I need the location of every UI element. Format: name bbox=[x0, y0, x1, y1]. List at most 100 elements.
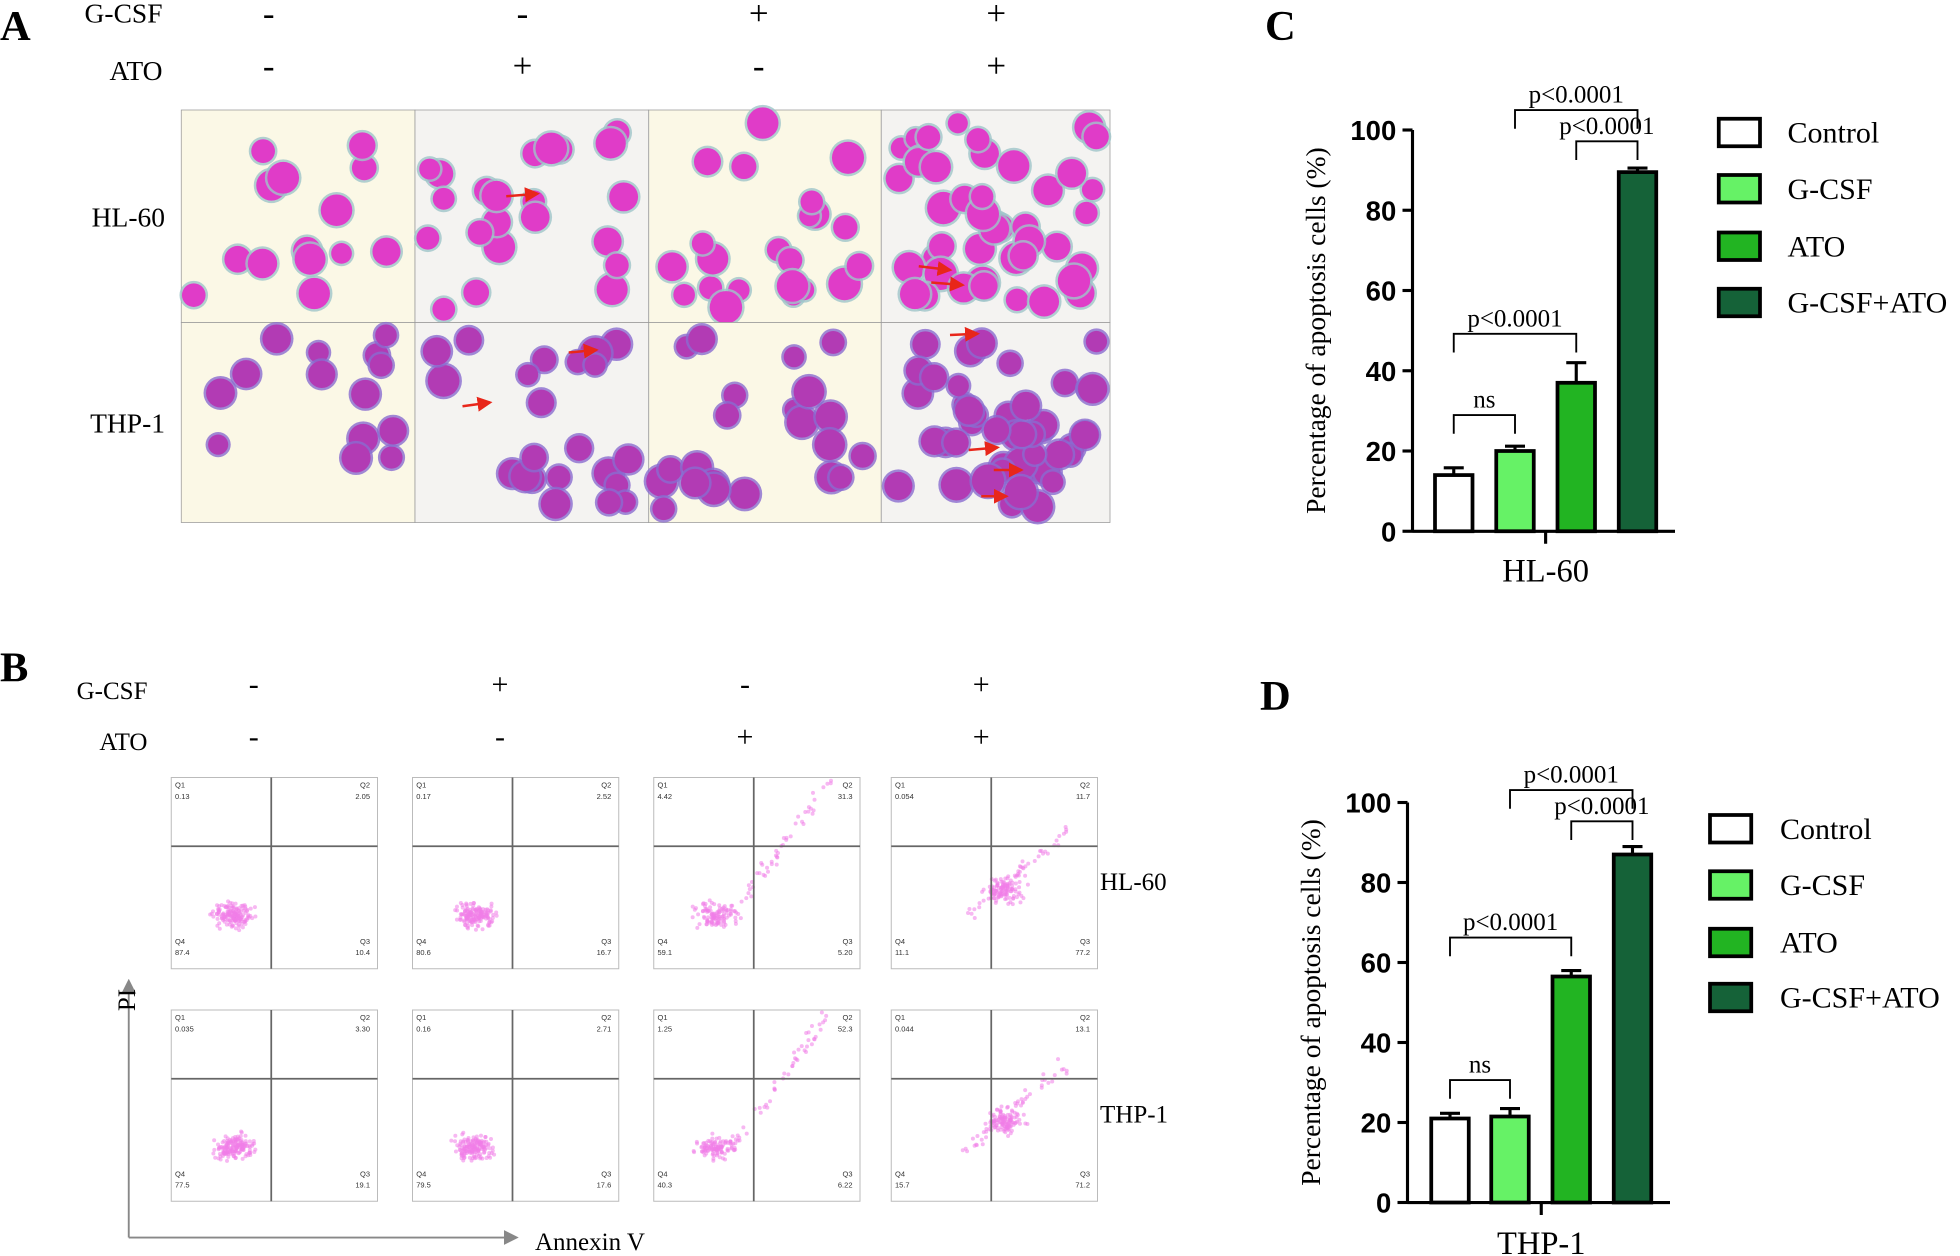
quadrant-value: 0.16 bbox=[416, 1024, 431, 1033]
event bbox=[733, 1141, 738, 1146]
cell-nucleus bbox=[920, 427, 949, 455]
event bbox=[231, 905, 236, 910]
cell-nucleus bbox=[833, 215, 858, 240]
cell-nucleus bbox=[595, 128, 626, 159]
event bbox=[216, 1142, 221, 1147]
cell-nucleus bbox=[584, 354, 606, 376]
event bbox=[238, 917, 243, 922]
cell-nucleus bbox=[916, 125, 941, 149]
cell-nucleus bbox=[351, 155, 377, 181]
quadrant-value: 5.20 bbox=[838, 948, 853, 957]
event bbox=[772, 1080, 777, 1085]
event bbox=[695, 1141, 700, 1146]
cell-nucleus bbox=[657, 252, 687, 282]
significance-label: p<0.0001 bbox=[1554, 793, 1649, 820]
factor-label: G-CSF bbox=[77, 678, 148, 705]
event bbox=[462, 918, 467, 923]
event bbox=[235, 1145, 240, 1150]
event bbox=[238, 1134, 243, 1139]
event bbox=[819, 1010, 824, 1015]
cell-nucleus bbox=[1033, 175, 1063, 206]
micrograph bbox=[413, 109, 650, 324]
event bbox=[715, 920, 720, 925]
event bbox=[719, 922, 724, 927]
cell-nucleus bbox=[593, 227, 622, 256]
event bbox=[709, 900, 714, 905]
event bbox=[473, 927, 478, 932]
micrograph bbox=[414, 322, 650, 523]
event bbox=[828, 778, 833, 783]
event bbox=[213, 1155, 218, 1160]
cell-nucleus bbox=[432, 187, 455, 210]
quadrant-name: Q4 bbox=[658, 937, 668, 946]
cell-nucleus bbox=[884, 471, 913, 501]
quadrant-name: Q4 bbox=[658, 1169, 668, 1178]
event bbox=[796, 1047, 801, 1052]
event bbox=[733, 918, 738, 923]
treatment-sign: - bbox=[740, 668, 750, 701]
event bbox=[981, 887, 986, 892]
event bbox=[453, 908, 458, 913]
event bbox=[999, 1104, 1004, 1109]
event bbox=[995, 1107, 1000, 1112]
quadrant-name: Q4 bbox=[416, 1169, 426, 1178]
event bbox=[483, 1135, 488, 1140]
event bbox=[972, 915, 977, 920]
event bbox=[1041, 1072, 1046, 1077]
cell-line-label: THP-1 bbox=[1100, 1102, 1168, 1129]
significance-label: p<0.0001 bbox=[1529, 82, 1624, 109]
cell-nucleus bbox=[566, 435, 592, 461]
event bbox=[226, 899, 231, 904]
quadrant-value: 52.3 bbox=[838, 1024, 853, 1033]
event bbox=[764, 1102, 769, 1107]
event bbox=[243, 906, 248, 911]
event bbox=[774, 862, 779, 867]
event bbox=[992, 1119, 997, 1124]
event bbox=[471, 900, 476, 905]
arrow bbox=[931, 276, 965, 292]
quadrant-name: Q1 bbox=[175, 1013, 185, 1022]
event bbox=[478, 1133, 483, 1138]
event bbox=[489, 904, 494, 909]
cell-nucleus bbox=[998, 150, 1030, 182]
event bbox=[993, 900, 998, 905]
treatment-sign: + bbox=[973, 720, 990, 753]
cell-nucleus bbox=[729, 478, 760, 509]
cell-nucleus bbox=[540, 489, 571, 519]
event bbox=[462, 1156, 467, 1161]
treatment-sign: + bbox=[986, 0, 1006, 33]
cell-nucleus bbox=[1004, 476, 1037, 509]
plot-frame bbox=[890, 777, 1098, 970]
event bbox=[1023, 1096, 1028, 1101]
cell-nucleus bbox=[673, 284, 695, 306]
cell-nucleus bbox=[899, 279, 930, 310]
significance-bracket bbox=[1514, 109, 1639, 129]
event bbox=[240, 1156, 245, 1161]
quadrant-name: Q3 bbox=[360, 1169, 370, 1178]
event bbox=[733, 915, 738, 920]
cell-nucleus bbox=[971, 185, 994, 208]
event bbox=[217, 907, 222, 912]
cell-nucleus bbox=[1071, 421, 1099, 449]
event bbox=[1006, 1133, 1011, 1138]
event bbox=[453, 1139, 458, 1144]
cell-nucleus bbox=[778, 248, 803, 273]
cell-nucleus bbox=[609, 182, 639, 212]
event bbox=[246, 1153, 251, 1158]
event bbox=[474, 912, 479, 917]
event bbox=[812, 797, 817, 802]
event bbox=[966, 911, 971, 916]
cell-nucleus bbox=[1029, 286, 1060, 317]
event bbox=[475, 1152, 480, 1157]
cell-nucleus bbox=[1011, 391, 1040, 420]
event bbox=[464, 901, 469, 906]
legend-swatch bbox=[1716, 173, 1762, 205]
event bbox=[215, 916, 220, 921]
micrograph bbox=[648, 104, 882, 326]
event bbox=[722, 917, 727, 922]
event bbox=[494, 910, 499, 915]
cell-nucleus bbox=[731, 153, 757, 180]
micrograph bbox=[179, 109, 416, 323]
event bbox=[796, 814, 801, 819]
